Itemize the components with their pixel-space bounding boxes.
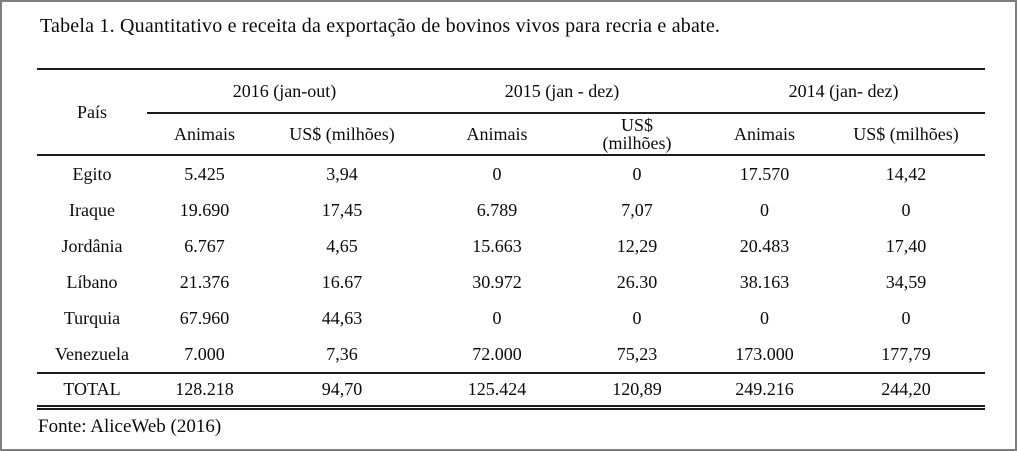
cell-usd-2015: 0 bbox=[632, 307, 642, 328]
cell-usd-2016: 7,36 bbox=[326, 343, 358, 364]
subheader-usd-2014: US$ (milhões) bbox=[827, 113, 986, 156]
cell-animais-2015: 0 bbox=[492, 307, 502, 328]
table-row-total: TOTAL 128.218 94,70 125.424 120,89 249.2… bbox=[37, 372, 986, 410]
cell-country: Turquia bbox=[63, 307, 121, 328]
cell-usd-2016: 4,65 bbox=[326, 235, 358, 256]
cell-animais-2016: 21.376 bbox=[179, 271, 230, 292]
export-table: País 2016 (jan-out) 2015 (jan - dez) 201… bbox=[37, 68, 986, 410]
cell-animais-2014: 20.483 bbox=[739, 235, 790, 256]
cell-usd-2015: 75,23 bbox=[616, 343, 658, 364]
cell-usd-2014: 0 bbox=[901, 307, 911, 328]
table-row-jordania: Jordânia 6.767 4,65 15.663 12,29 20.483 … bbox=[37, 228, 985, 264]
cell-animais-2016: 5.425 bbox=[184, 163, 225, 184]
cell-animais-2016: 6.767 bbox=[184, 235, 225, 256]
cell-total-usd-2014: 244,20 bbox=[827, 372, 986, 410]
cell-total-usd-2015: 120,89 bbox=[572, 372, 703, 410]
subheader-usd-2015-line1: US$ bbox=[621, 114, 654, 135]
cell-usd-2014: 34,59 bbox=[885, 271, 927, 292]
cell-usd-2016: 44,63 bbox=[321, 307, 363, 328]
cell-total-animais-2015: 125.424 bbox=[422, 372, 573, 410]
cell-usd-2014: 17,40 bbox=[885, 235, 927, 256]
table-row-turquia: Turquia 67.960 44,63 0 0 0 0 bbox=[37, 300, 985, 336]
cell-animais-2014: 173.000 bbox=[735, 343, 794, 364]
source-note: Fonte: AliceWeb (2016) bbox=[38, 416, 222, 437]
cell-animais-2016: 7.000 bbox=[184, 343, 225, 364]
subheader-usd-2016: US$ (milhões) bbox=[262, 113, 423, 156]
subheader-usd-2015: US$ (milhões) bbox=[572, 113, 703, 156]
table-row-libano: Líbano 21.376 16.67 30.972 26.30 38.163 … bbox=[37, 264, 985, 300]
cell-usd-2015: 0 bbox=[632, 163, 642, 184]
cell-animais-2014: 0 bbox=[760, 307, 770, 328]
cell-animais-2015: 0 bbox=[492, 163, 502, 184]
cell-country: Iraque bbox=[69, 199, 115, 220]
header-country: País bbox=[37, 68, 147, 156]
cell-country: Egito bbox=[72, 163, 112, 184]
cell-animais-2015: 72.000 bbox=[472, 343, 522, 364]
cell-animais-2014: 38.163 bbox=[739, 271, 790, 292]
cell-animais-2016: 67.960 bbox=[179, 307, 230, 328]
table-caption: Tabela 1. Quantitativo e receita da expo… bbox=[40, 15, 721, 37]
subheader-animais-2015: Animais bbox=[422, 113, 573, 156]
cell-country: Jordânia bbox=[61, 235, 123, 256]
table-body: Egito 5.425 3,94 0 0 17.570 14,42 Iraque… bbox=[37, 155, 986, 410]
cell-animais-2014: 0 bbox=[760, 199, 770, 220]
cell-animais-2015: 15.663 bbox=[472, 235, 522, 256]
subheader-usd-2015-line2: (milhões) bbox=[602, 133, 672, 153]
cell-animais-2015: 30.972 bbox=[472, 271, 522, 292]
cell-usd-2015: 12,29 bbox=[616, 235, 658, 256]
table-row-iraque: Iraque 19.690 17,45 6.789 7,07 0 0 bbox=[37, 192, 985, 228]
cell-country: Venezuela bbox=[55, 343, 129, 364]
header-group-2016: 2016 (jan-out) bbox=[147, 68, 423, 114]
cell-animais-2015: 6.789 bbox=[476, 199, 518, 220]
table-row-egito: Egito 5.425 3,94 0 0 17.570 14,42 bbox=[37, 155, 985, 192]
cell-usd-2015: 7,07 bbox=[621, 199, 653, 220]
cell-usd-2015: 26.30 bbox=[616, 271, 658, 292]
cell-usd-2014: 14,42 bbox=[885, 163, 927, 184]
cell-usd-2014: 177,79 bbox=[881, 343, 931, 364]
header-group-2015: 2015 (jan - dez) bbox=[422, 68, 703, 114]
subheader-animais-2016: Animais bbox=[147, 113, 262, 156]
cell-usd-2016: 3,94 bbox=[326, 163, 358, 184]
year-header-row: País 2016 (jan-out) 2015 (jan - dez) 201… bbox=[37, 68, 986, 156]
header-group-2014: 2014 (jan- dez) bbox=[702, 68, 986, 114]
cell-total-usd-2016: 94,70 bbox=[262, 372, 423, 410]
table-header: País 2016 (jan-out) 2015 (jan - dez) 201… bbox=[37, 68, 986, 156]
cell-usd-2016: 16.67 bbox=[321, 271, 363, 292]
cell-usd-2014: 0 bbox=[901, 199, 911, 220]
cell-usd-2016: 17,45 bbox=[321, 199, 363, 220]
subheader-animais-2014: Animais bbox=[702, 113, 828, 156]
table-row-venezuela: Venezuela 7.000 7,36 72.000 75,23 173.00… bbox=[37, 336, 985, 373]
cell-animais-2016: 19.690 bbox=[179, 199, 230, 220]
cell-country: Líbano bbox=[66, 271, 118, 292]
cell-total-animais-2016: 128.218 bbox=[147, 372, 262, 410]
cell-total-animais-2014: 249.216 bbox=[702, 372, 828, 410]
subheader-row: Animais US$ (milhões) Animais US$ (milhõ… bbox=[37, 113, 986, 156]
cell-total-label: TOTAL bbox=[37, 372, 147, 410]
cell-animais-2014: 17.570 bbox=[739, 163, 790, 184]
